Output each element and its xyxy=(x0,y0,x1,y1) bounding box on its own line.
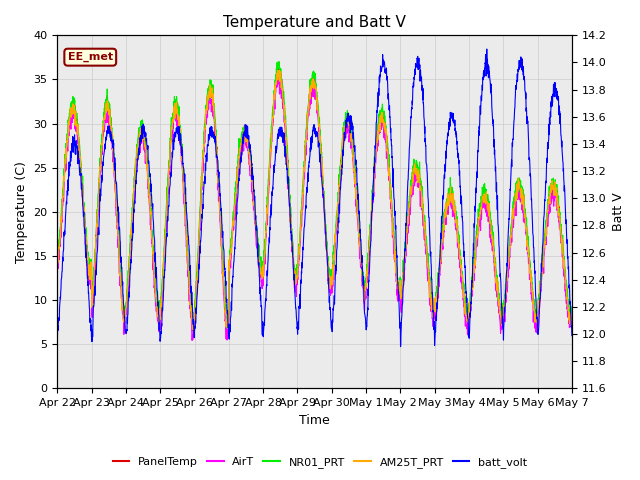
AirT xyxy=(523,244,531,250)
PanelTemp xyxy=(537,274,545,279)
PanelTemp xyxy=(189,328,196,334)
AM25T_PRT xyxy=(537,280,545,286)
Line: PanelTemp: PanelTemp xyxy=(58,66,572,331)
PanelTemp xyxy=(568,307,576,313)
PanelTemp xyxy=(275,63,283,69)
NR01_PRT xyxy=(537,270,545,276)
NR01_PRT xyxy=(341,125,349,131)
AirT xyxy=(465,330,472,336)
Y-axis label: Temperature (C): Temperature (C) xyxy=(15,161,28,263)
AM25T_PRT xyxy=(523,228,531,234)
AM25T_PRT xyxy=(54,266,61,272)
AirT xyxy=(197,193,205,199)
PanelTemp xyxy=(197,188,205,193)
Title: Temperature and Batt V: Temperature and Batt V xyxy=(223,15,406,30)
batt_volt xyxy=(197,236,205,242)
Legend: PanelTemp, AirT, NR01_PRT, AM25T_PRT, batt_volt: PanelTemp, AirT, NR01_PRT, AM25T_PRT, ba… xyxy=(108,452,532,472)
NR01_PRT xyxy=(189,327,196,333)
AirT xyxy=(275,72,282,78)
AM25T_PRT xyxy=(568,312,576,318)
AirT xyxy=(568,313,576,319)
PanelTemp xyxy=(330,261,337,266)
X-axis label: Time: Time xyxy=(300,414,330,427)
batt_volt xyxy=(329,306,337,312)
AM25T_PRT xyxy=(274,68,282,73)
AM25T_PRT xyxy=(189,326,197,332)
batt_volt xyxy=(464,316,472,322)
AirT xyxy=(188,337,196,343)
NR01_PRT xyxy=(523,225,531,231)
NR01_PRT xyxy=(275,59,282,65)
batt_volt xyxy=(523,120,531,126)
Line: AirT: AirT xyxy=(58,75,572,340)
batt_volt xyxy=(483,46,491,52)
PanelTemp xyxy=(54,260,61,265)
batt_volt xyxy=(537,272,545,278)
AirT xyxy=(54,268,61,274)
PanelTemp xyxy=(465,315,472,321)
NR01_PRT xyxy=(465,312,472,317)
Text: EE_met: EE_met xyxy=(68,52,113,62)
batt_volt xyxy=(54,337,61,343)
Y-axis label: Batt V: Batt V xyxy=(612,192,625,231)
Line: NR01_PRT: NR01_PRT xyxy=(58,62,572,330)
batt_volt xyxy=(397,344,404,349)
NR01_PRT xyxy=(54,256,61,262)
Line: AM25T_PRT: AM25T_PRT xyxy=(58,71,572,329)
AM25T_PRT xyxy=(197,191,205,197)
AM25T_PRT xyxy=(330,263,337,269)
AirT xyxy=(330,275,337,280)
AirT xyxy=(537,285,545,290)
NR01_PRT xyxy=(568,303,576,309)
PanelTemp xyxy=(341,125,349,131)
NR01_PRT xyxy=(197,186,205,192)
AM25T_PRT xyxy=(465,320,472,325)
batt_volt xyxy=(340,130,348,135)
AM25T_PRT xyxy=(341,128,349,133)
AirT xyxy=(341,136,349,142)
NR01_PRT xyxy=(330,257,337,263)
PanelTemp xyxy=(523,227,531,233)
batt_volt xyxy=(568,333,576,338)
Line: batt_volt: batt_volt xyxy=(58,49,572,347)
